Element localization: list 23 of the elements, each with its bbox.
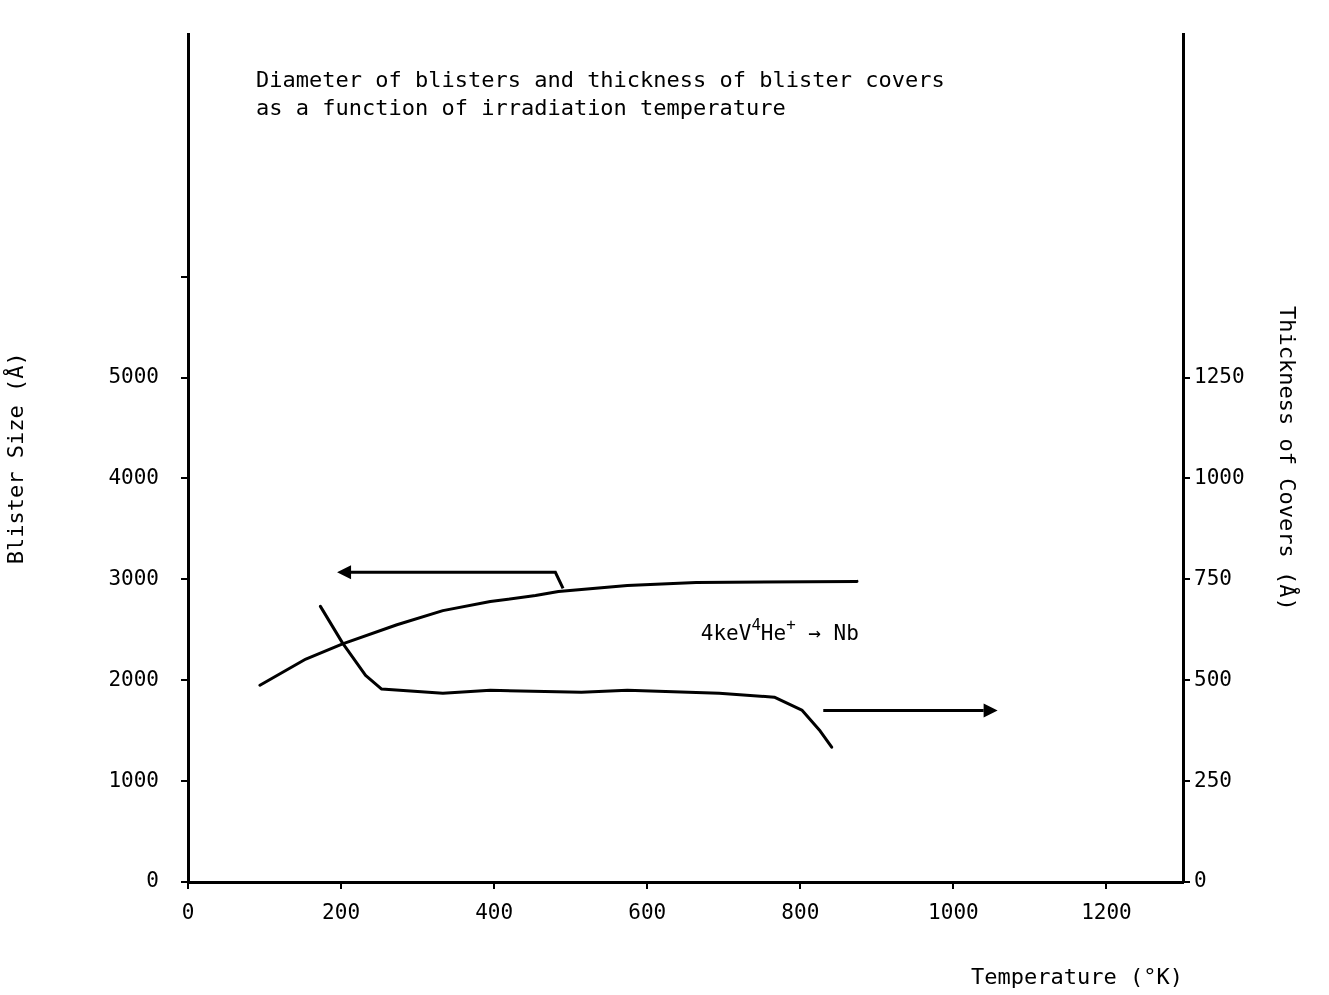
x-axis-title: Temperature (°K) xyxy=(971,963,1183,989)
x-tick-label: 1000 xyxy=(928,900,979,925)
x-tick-label: 400 xyxy=(475,900,514,925)
y2-tick-label: 1250 xyxy=(1194,364,1245,389)
x-tick-label: 1200 xyxy=(1081,900,1132,925)
x-tick-label: 800 xyxy=(781,900,820,925)
y2-tick-label: 1000 xyxy=(1194,464,1245,489)
y2-tick-label: 0 xyxy=(1194,868,1207,893)
text: Diameter of blisters and thickness of blister covers as a function of irradiation temperature xyxy=(256,66,945,120)
y-tick-label: 3000 xyxy=(108,565,159,590)
y-tick-label: 2000 xyxy=(108,666,159,691)
y2-tick-label: 250 xyxy=(1194,767,1232,792)
y-axis-title: Blister Size (Å) xyxy=(1,352,28,565)
y2-tick-label: 750 xyxy=(1194,565,1232,590)
x-tick-label: 200 xyxy=(322,900,361,925)
x-tick-label: 0 xyxy=(181,900,195,925)
y-tick-label: 4000 xyxy=(108,464,159,489)
y-tick-label: 5000 xyxy=(108,364,159,389)
y-tick-label: 0 xyxy=(146,868,159,893)
y-tick-label: 1000 xyxy=(108,767,159,792)
y2-axis-title: Thickness of Covers (Å) xyxy=(1275,305,1302,611)
x-tick-label: 600 xyxy=(628,900,667,925)
y2-tick-label: 500 xyxy=(1194,666,1232,691)
